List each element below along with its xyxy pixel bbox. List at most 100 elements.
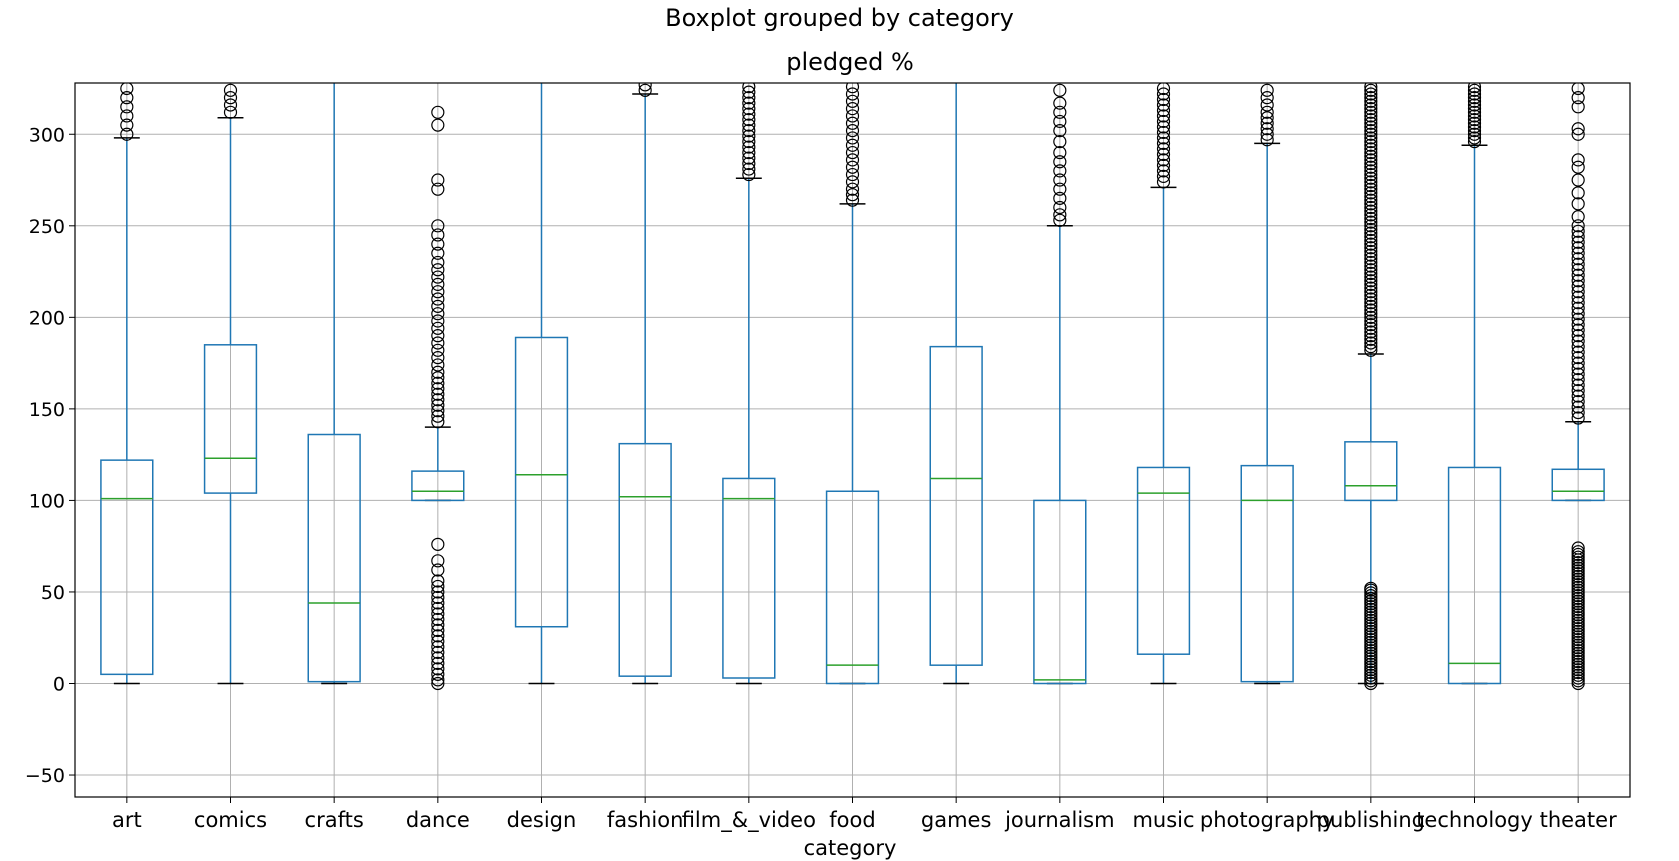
outlier-point <box>431 299 445 313</box>
outlier-point <box>1156 125 1171 140</box>
outlier-point <box>1053 124 1067 138</box>
outlier-point <box>1156 87 1171 101</box>
iqr-box <box>514 336 569 628</box>
outlier-point <box>742 107 756 121</box>
outlier-point <box>638 83 652 92</box>
outlier-point <box>845 83 860 94</box>
outlier-point <box>1571 186 1585 200</box>
y-tick-label: 100 <box>29 490 65 512</box>
x-tick-label-film-video: film_&_video <box>682 808 816 833</box>
outlier-point <box>742 151 756 165</box>
outlier-point <box>845 145 860 160</box>
outlier-point <box>1571 383 1585 398</box>
outlier-point <box>845 109 860 123</box>
outlier-point <box>1156 131 1171 145</box>
outlier-point <box>1364 153 1378 167</box>
y-tick-label: 50 <box>41 582 65 604</box>
outlier-point <box>1571 323 1585 337</box>
x-tick-label-theater: theater <box>1540 808 1617 832</box>
outlier-point <box>1364 109 1378 123</box>
outlier-point <box>1571 153 1585 167</box>
x-tick-label-crafts: crafts <box>305 808 364 832</box>
outlier-point <box>1467 83 1482 97</box>
outlier-point <box>1364 340 1378 354</box>
outlier-point <box>1571 394 1585 409</box>
chart-title: pledged % <box>786 48 914 76</box>
outlier-point <box>742 124 756 138</box>
outlier-point <box>1364 98 1378 112</box>
outlier-point <box>1364 222 1378 237</box>
iqr-box <box>411 470 465 502</box>
outlier-point <box>1364 131 1378 145</box>
outlier-point <box>1364 226 1378 240</box>
outlier-point <box>1364 252 1378 266</box>
box-film-video <box>722 83 776 685</box>
outlier-point <box>845 124 860 138</box>
outlier-point <box>638 83 652 97</box>
outlier-point <box>431 246 445 260</box>
outlier-point <box>431 263 445 277</box>
iqr-box <box>618 442 672 677</box>
outlier-point <box>1364 160 1378 174</box>
outlier-point <box>1467 120 1482 134</box>
outlier-point <box>1053 134 1067 149</box>
outlier-point <box>1156 83 1171 96</box>
outlier-point <box>431 118 445 132</box>
outlier-point <box>742 91 756 105</box>
outlier-point <box>1467 109 1482 123</box>
outlier-point <box>1364 156 1378 171</box>
outlier-point <box>431 596 445 610</box>
outlier-point <box>1571 268 1585 282</box>
outlier-point <box>1364 120 1378 134</box>
outlier-point <box>1571 301 1585 315</box>
outlier-point <box>431 376 445 390</box>
outlier-point <box>1571 334 1585 348</box>
outlier-point <box>1364 145 1378 160</box>
box-fashion <box>618 83 672 685</box>
outlier-point <box>742 134 756 149</box>
outlier-point <box>431 371 445 385</box>
outlier-point <box>1053 114 1067 129</box>
outlier-point <box>1364 299 1378 313</box>
outlier-point <box>1156 153 1171 167</box>
iqr-box <box>203 344 258 494</box>
outlier-point <box>431 105 445 119</box>
outlier-point <box>1053 191 1067 205</box>
x-tick-label-technology: technology <box>1416 808 1533 832</box>
outlier-point <box>431 343 445 357</box>
outlier-point <box>431 537 445 551</box>
outlier-point <box>1467 102 1482 116</box>
outlier-point <box>1156 164 1171 178</box>
outlier-point <box>1467 105 1482 119</box>
outlier-point <box>1571 378 1585 392</box>
outlier-point <box>1053 96 1067 110</box>
outlier-point <box>1571 230 1585 244</box>
box-technology <box>1447 83 1502 685</box>
outlier-point <box>1260 91 1274 105</box>
box-publishing <box>1344 83 1398 691</box>
outlier-point <box>1571 122 1585 136</box>
outlier-point <box>431 358 445 372</box>
outlier-point <box>431 285 445 299</box>
outlier-point <box>1364 230 1378 244</box>
outlier-point <box>1364 83 1378 94</box>
outlier-point <box>1571 389 1585 403</box>
outlier-point <box>1364 281 1378 295</box>
outlier-point <box>1364 116 1378 130</box>
outlier-point <box>1260 111 1274 125</box>
outlier-point <box>1364 248 1378 262</box>
x-tick-label-art: art <box>112 808 142 832</box>
outlier-point <box>742 96 756 110</box>
boxes-layer <box>100 83 1605 691</box>
outlier-point <box>1156 114 1171 129</box>
outlier-point <box>1364 94 1378 108</box>
outlier-point <box>1571 400 1585 414</box>
outlier-point <box>1364 581 1378 595</box>
outlier-point <box>1571 345 1585 359</box>
outlier-point <box>431 601 445 616</box>
iqr-box <box>825 490 880 685</box>
outlier-point <box>431 321 445 335</box>
outlier-point <box>1571 545 1585 559</box>
outlier-point <box>120 91 134 105</box>
outlier-point <box>845 87 860 101</box>
